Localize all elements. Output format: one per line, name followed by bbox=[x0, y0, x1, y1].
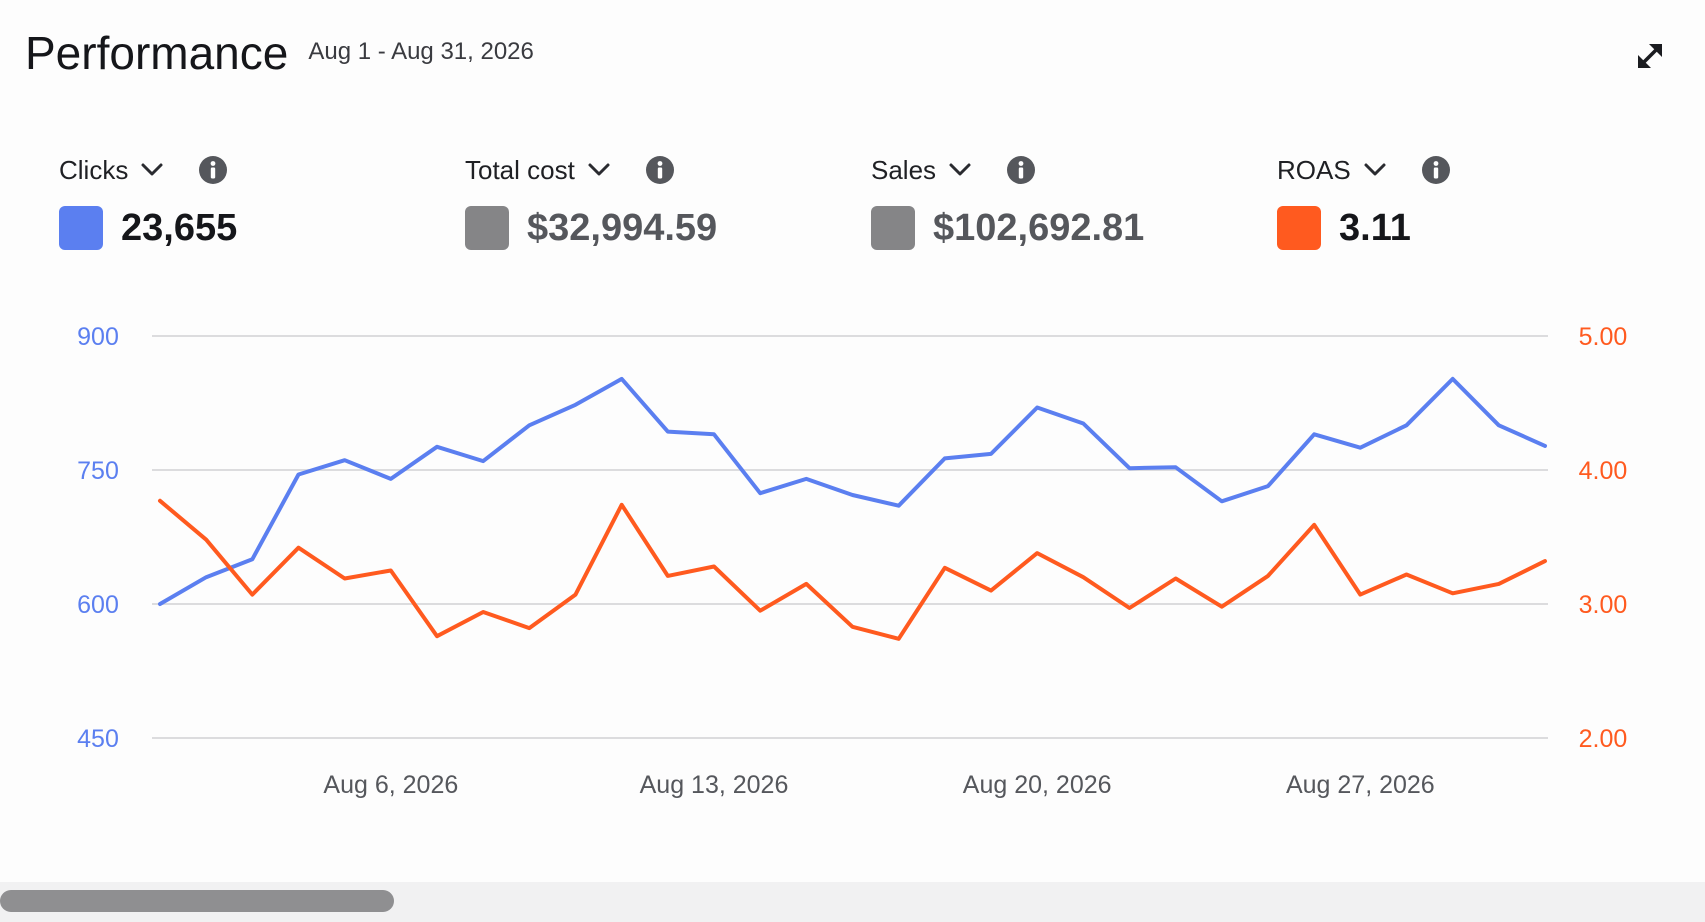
x-tick-label: Aug 20, 2026 bbox=[963, 771, 1112, 799]
y-left-tick-label: 900 bbox=[77, 323, 119, 351]
metric-sales: Sales $102,692.81 bbox=[871, 150, 1144, 260]
y-left-tick-label: 750 bbox=[77, 457, 119, 485]
info-icon[interactable] bbox=[645, 155, 675, 185]
x-tick-label: Aug 13, 2026 bbox=[640, 771, 789, 799]
metric-total-cost: Total cost $32,994.59 bbox=[465, 150, 717, 260]
y-right-tick-label: 2.00 bbox=[1579, 725, 1628, 753]
x-tick-label: Aug 27, 2026 bbox=[1286, 771, 1435, 799]
metric-clicks: Clicks 23,655 bbox=[59, 150, 237, 260]
y-right-tick-label: 5.00 bbox=[1579, 323, 1628, 351]
metric-value: $102,692.81 bbox=[933, 206, 1145, 249]
chevron-down-icon bbox=[588, 163, 610, 176]
scrollbar-thumb[interactable] bbox=[0, 890, 394, 912]
metric-color-swatch[interactable] bbox=[59, 206, 103, 250]
y-left-tick-label: 450 bbox=[77, 725, 119, 753]
metric-selector[interactable]: ROAS bbox=[1277, 150, 1451, 190]
metric-label: Clicks bbox=[59, 154, 129, 185]
chevron-down-icon bbox=[1364, 163, 1386, 176]
metric-label: ROAS bbox=[1277, 154, 1351, 185]
performance-chart: 900 750 600 450 5.00 4.00 3.00 2.00 Aug 6, 2026 A… bbox=[77, 323, 1628, 799]
y-right-tick-label: 3.00 bbox=[1579, 591, 1628, 619]
metrics-row: Clicks 23,655 Total cost $32,994.59 Sale… bbox=[0, 150, 1705, 260]
metric-label: Sales bbox=[871, 154, 937, 185]
metric-roas: ROAS 3.11 bbox=[1277, 150, 1451, 260]
info-icon[interactable] bbox=[1006, 155, 1036, 185]
metric-value: 3.11 bbox=[1339, 206, 1411, 249]
metric-color-swatch[interactable] bbox=[465, 206, 509, 250]
metric-selector[interactable]: Sales bbox=[871, 150, 1144, 190]
metric-color-swatch[interactable] bbox=[1277, 206, 1321, 250]
expand-arrows-icon[interactable] bbox=[1632, 38, 1668, 74]
series-line-clicks bbox=[158, 376, 1547, 606]
x-tick-label: Aug 6, 2026 bbox=[323, 771, 458, 799]
page-title: Performance bbox=[25, 27, 289, 79]
metric-color-swatch[interactable] bbox=[871, 206, 915, 250]
chevron-down-icon bbox=[949, 163, 971, 176]
date-range[interactable]: Aug 1 - Aug 31, 2026 bbox=[308, 38, 534, 65]
metric-value: $32,994.59 bbox=[527, 206, 718, 249]
y-right-tick-label: 4.00 bbox=[1579, 457, 1628, 485]
chevron-down-icon bbox=[141, 163, 163, 176]
metric-selector[interactable]: Clicks bbox=[59, 150, 237, 190]
metric-label: Total cost bbox=[465, 154, 575, 185]
series-line-roas bbox=[158, 498, 1547, 641]
info-icon[interactable] bbox=[1421, 155, 1451, 185]
y-left-tick-label: 600 bbox=[77, 591, 119, 619]
metric-selector[interactable]: Total cost bbox=[465, 150, 717, 190]
header: Performance Aug 1 - Aug 31, 2026 bbox=[25, 26, 534, 80]
metric-value: 23,655 bbox=[121, 206, 238, 249]
info-icon[interactable] bbox=[198, 155, 228, 185]
